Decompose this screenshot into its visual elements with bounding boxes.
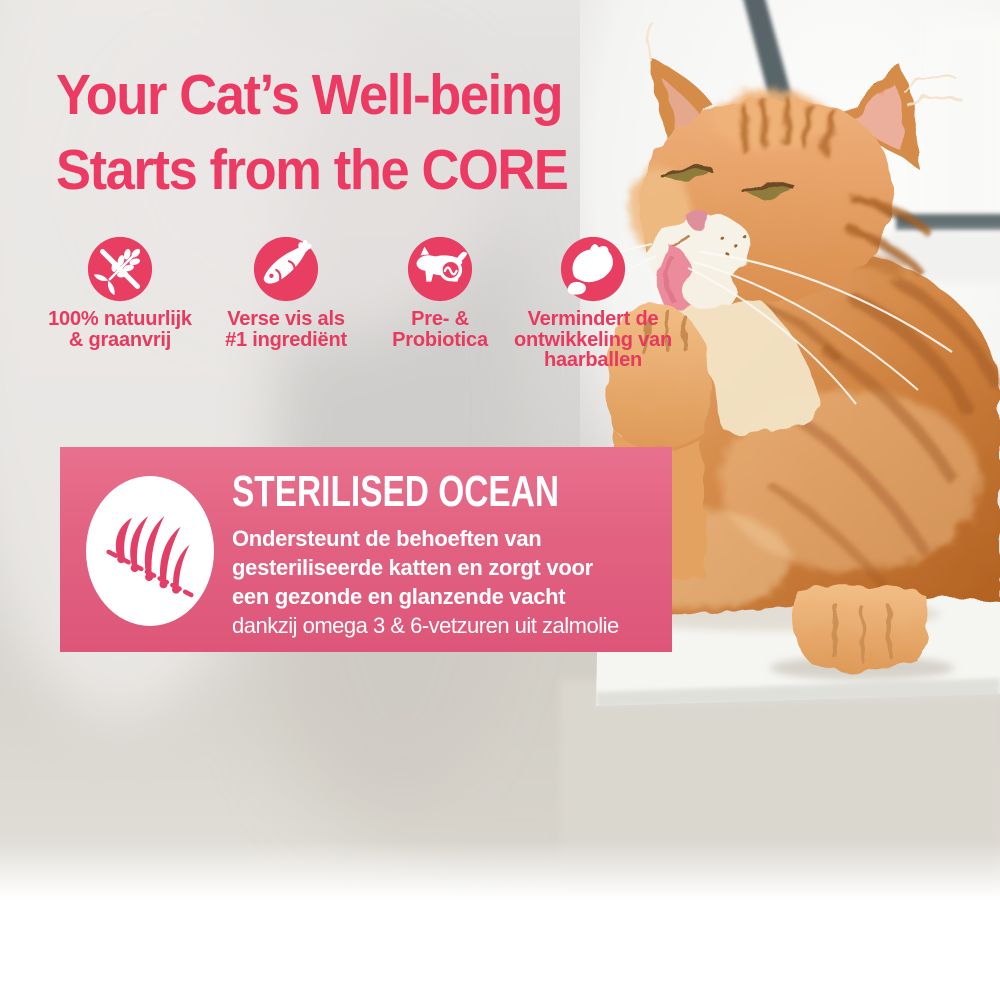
windowsill-shadow-edge <box>596 678 1000 708</box>
feature-hairball: Vermindert de ontwikkeling van haarballe… <box>488 234 698 371</box>
no-grain-icon <box>87 236 153 302</box>
cat-right-ear-inner <box>848 84 904 152</box>
forehead-stripes <box>739 97 932 276</box>
feature-caption: 100% natuurlijk & graanvrij <box>20 309 220 350</box>
cat-grooming-icon <box>560 236 626 302</box>
headline: Your Cat’s Well-being Starts from the CO… <box>56 58 700 208</box>
feature-fresh-fish: Verse vis als #1 ingrediënt <box>186 234 386 350</box>
banner-title: STERILISED OCEAN <box>232 467 560 516</box>
headline-line1: Your Cat’s Well-being <box>56 63 564 127</box>
feature-probiotics: Pre- & Probiotica <box>340 234 540 350</box>
banner-text: STERILISED OCEAN Ondersteunt de behoefte… <box>232 469 662 640</box>
cat-photo <box>0 0 1000 900</box>
whisker-freckles <box>720 234 746 256</box>
banner-bold-line: een gezonde en glanzende vacht <box>232 584 566 609</box>
sterilised-ocean-banner: STERILISED OCEAN Ondersteunt de behoefte… <box>60 447 672 652</box>
feature-caption: Verse vis als #1 ingrediënt <box>186 309 386 350</box>
front-paw-toes <box>831 603 893 663</box>
hair-follicles-icon <box>106 515 194 598</box>
caption-line: ontwikkeling van <box>514 328 672 351</box>
footer: NATUURLIJK HYPOALLERGEEN VOOR VOEDSELGEV… <box>0 900 1000 1000</box>
banner-light-line: dankzij omega 3 & 6-vetzuren uit zalmoli… <box>232 613 619 638</box>
caption-line: #1 ingrediënt <box>225 328 347 351</box>
tongue-shading <box>663 254 677 304</box>
fish-icon <box>253 236 319 302</box>
photo-bottom-fade <box>0 840 1000 900</box>
cat <box>607 21 1000 671</box>
caption-line: & graanvrij <box>68 328 172 351</box>
raised-paw-toes <box>642 310 688 354</box>
feature-grain-free: 100% natuurlijk & graanvrij <box>20 234 220 350</box>
caption-line: haarballen <box>543 349 643 371</box>
hair-follicles-badge <box>86 476 214 626</box>
banner-bold-line: gesteriliseerde katten en zorgt voor <box>232 555 593 580</box>
caption-line: Pre- & <box>411 308 469 330</box>
probiotics-icon <box>407 236 473 302</box>
caption-line: Vermindert de <box>527 308 659 330</box>
headline-line2: Starts from the CORE <box>56 138 569 202</box>
caption-line: Verse vis als <box>227 308 345 330</box>
cat-chin <box>680 268 736 308</box>
tabby-stripes <box>755 274 1000 591</box>
feature-caption: Vermindert de ontwikkeling van haarballe… <box>488 309 698 371</box>
window-frame-post <box>930 20 1000 250</box>
cat-eyes <box>660 164 796 199</box>
caption-line: 100% natuurlijk <box>48 308 192 330</box>
ear-tufts <box>646 21 961 106</box>
banner-bold-line: Ondersteunt de behoeften van <box>232 526 542 551</box>
feature-caption: Pre- & Probiotica <box>340 309 540 350</box>
caption-line: Probiotica <box>392 328 488 351</box>
cat-nose <box>684 209 708 230</box>
